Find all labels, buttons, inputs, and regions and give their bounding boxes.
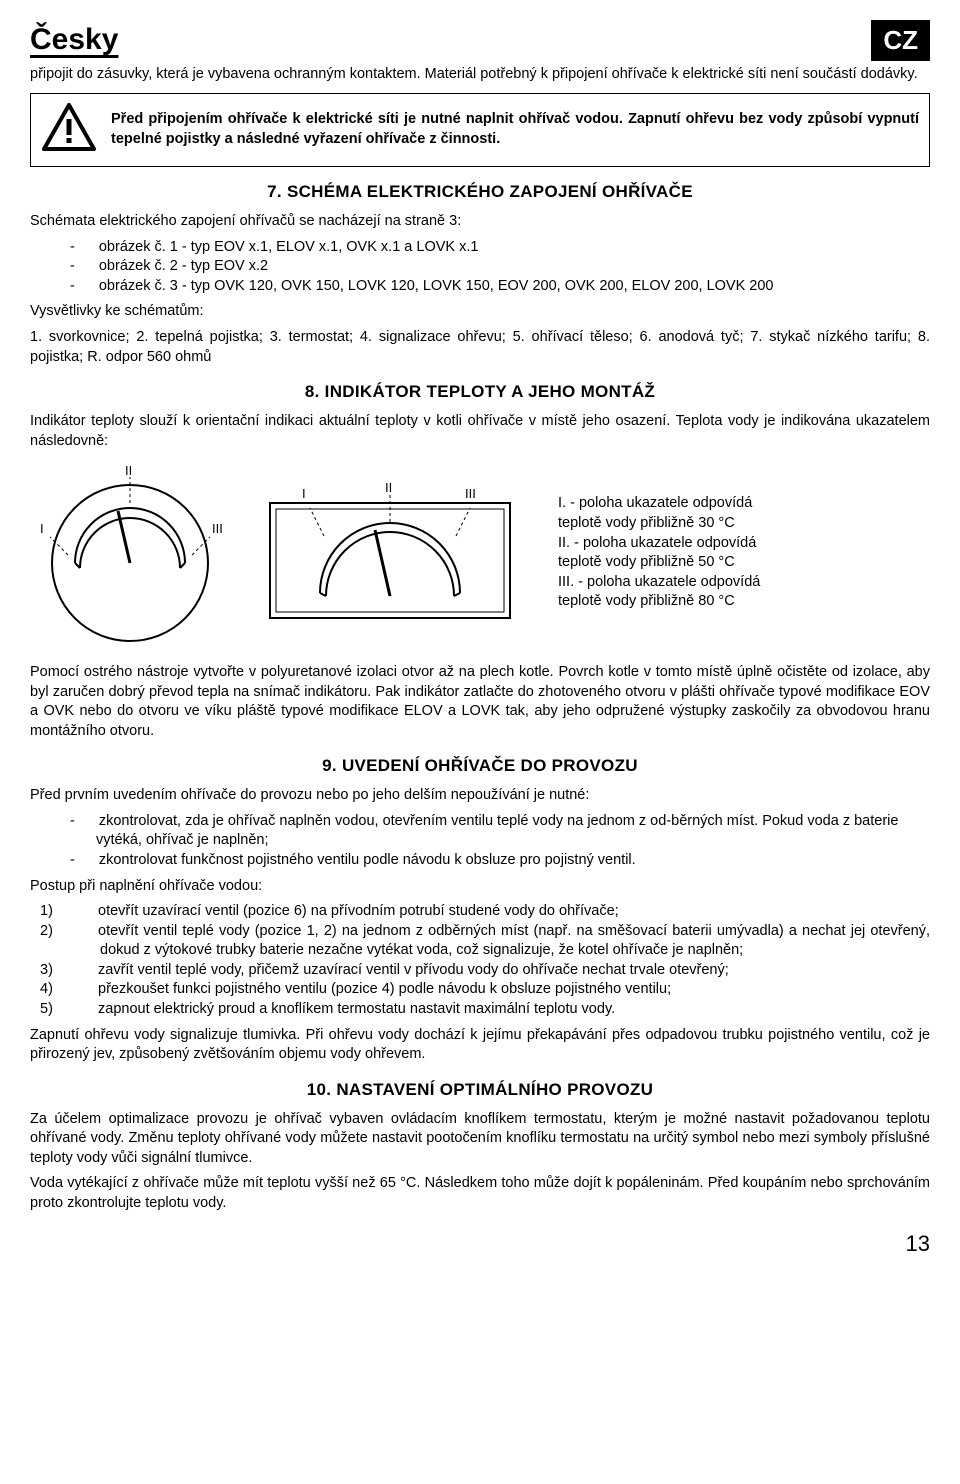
- section-7-list: obrázek č. 1 - typ EOV x.1, ELOV x.1, OV…: [30, 238, 930, 297]
- section-9-steps: 1)otevřít uzavírací ventil (pozice 6) na…: [30, 902, 930, 1019]
- section-9-proc-head: Postup při naplnění ohřívače vodou:: [30, 877, 930, 897]
- intro-paragraph: připojit do zásuvky, která je vybavena o…: [30, 65, 930, 85]
- section-9-lead: Před prvním uvedením ohřívače do provozu…: [30, 786, 930, 806]
- list-item: obrázek č. 2 - typ EOV x.2: [70, 257, 930, 277]
- section-7-lead: Schémata elektrického zapojení ohřívačů …: [30, 212, 930, 232]
- legend-line: teplotě vody přibližně 30 °C: [558, 514, 760, 534]
- section-10-p1: Za účelem optimalizace provozu je ohříva…: [30, 1110, 930, 1169]
- section-10-p2: Voda vytékající z ohřívače může mít tepl…: [30, 1174, 930, 1213]
- page-number: 13: [30, 1229, 930, 1259]
- list-item: 1)otevřít uzavírací ventil (pozice 6) na…: [70, 902, 930, 922]
- list-item: zkontrolovat, zda je ohřívač naplněn vod…: [70, 812, 930, 851]
- section-7-explain: 1. svorkovnice; 2. tepelná pojistka; 3. …: [30, 328, 930, 367]
- page-language-title: Česky: [30, 20, 118, 61]
- list-item: 4)přezkoušet funkci pojistného ventilu (…: [70, 980, 930, 1000]
- svg-text:I: I: [40, 521, 44, 536]
- country-badge: CZ: [871, 20, 930, 61]
- section-10-title: 10. NASTAVENÍ OPTIMÁLNÍHO PROVOZU: [30, 1079, 930, 1102]
- section-7-explain-head: Vysvětlivky ke schématům:: [30, 302, 930, 322]
- legend-line: III. - poloha ukazatele odpovídá: [558, 573, 760, 593]
- svg-text:III: III: [212, 521, 223, 536]
- list-item: 3)zavřít ventil teplé vody, přičemž uzav…: [70, 961, 930, 981]
- list-item: obrázek č. 1 - typ EOV x.1, ELOV x.1, OV…: [70, 238, 930, 258]
- warning-text: Před připojením ohřívače k elektrické sí…: [111, 110, 919, 149]
- svg-text:II: II: [385, 480, 392, 495]
- section-9-title: 9. UVEDENÍ OHŘÍVAČE DO PROVOZU: [30, 755, 930, 778]
- svg-text:III: III: [465, 486, 476, 501]
- list-item: zkontrolovat funkčnost pojistného ventil…: [70, 851, 930, 871]
- section-8-title: 8. INDIKÁTOR TEPLOTY A JEHO MONTÁŽ: [30, 381, 930, 404]
- gauge-diagrams: I II III I II III I. - poloha ukazatele …: [30, 463, 930, 643]
- legend-line: teplotě vody přibližně 80 °C: [558, 592, 760, 612]
- section-9-checks: zkontrolovat, zda je ohřívač naplněn vod…: [30, 812, 930, 871]
- section-9-tail: Zapnutí ohřevu vody signalizuje tlumivka…: [30, 1026, 930, 1065]
- legend-line: teplotě vody přibližně 50 °C: [558, 553, 760, 573]
- svg-text:II: II: [125, 463, 132, 478]
- legend-line: II. - poloha ukazatele odpovídá: [558, 534, 760, 554]
- warning-triangle-icon: [41, 102, 97, 159]
- svg-text:I: I: [302, 486, 306, 501]
- section-8-lead: Indikátor teploty slouží k orientační in…: [30, 412, 930, 451]
- gauge-legend: I. - poloha ukazatele odpovídá teplotě v…: [550, 494, 760, 611]
- list-item: 5)zapnout elektrický proud a knoflíkem t…: [70, 1000, 930, 1020]
- rect-gauge-icon: I II III: [260, 478, 520, 628]
- list-item: 2)otevřít ventil teplé vody (pozice 1, 2…: [70, 922, 930, 961]
- section-7-title: 7. SCHÉMA ELEKTRICKÉHO ZAPOJENÍ OHŘÍVAČE: [30, 181, 930, 204]
- list-item: obrázek č. 3 - typ OVK 120, OVK 150, LOV…: [70, 277, 930, 297]
- round-gauge-icon: I II III: [30, 463, 230, 643]
- warning-box: Před připojením ohřívače k elektrické sí…: [30, 93, 930, 168]
- legend-line: I. - poloha ukazatele odpovídá: [558, 494, 760, 514]
- section-8-para2: Pomocí ostrého nástroje vytvořte v polyu…: [30, 663, 930, 741]
